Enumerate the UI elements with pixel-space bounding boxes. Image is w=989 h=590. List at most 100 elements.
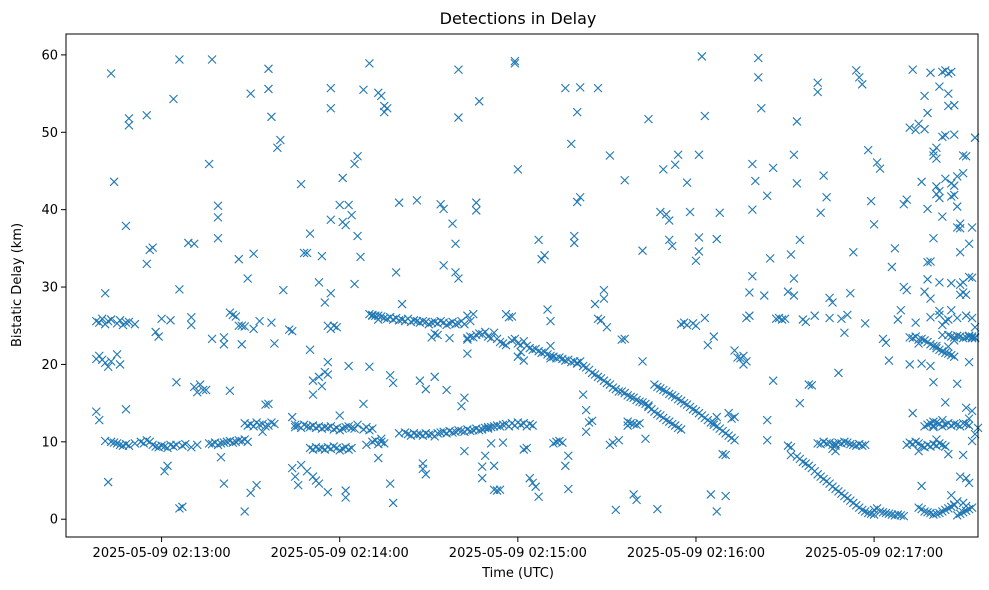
data-point <box>513 352 523 362</box>
data-point <box>860 440 870 450</box>
data-point <box>335 411 345 420</box>
data-point <box>388 498 398 508</box>
data-point <box>537 254 546 264</box>
data-point <box>454 113 463 122</box>
data-point <box>264 84 273 94</box>
data-point <box>350 159 359 169</box>
data-point <box>893 510 903 519</box>
data-point <box>890 243 900 253</box>
data-point <box>121 439 131 449</box>
data-point <box>192 440 202 450</box>
data-point <box>234 254 244 264</box>
data-point <box>177 441 187 451</box>
data-point <box>638 397 647 407</box>
data-point <box>323 357 333 367</box>
data-point <box>519 356 529 365</box>
data-point <box>676 425 686 434</box>
data-point <box>626 392 636 402</box>
data-point <box>937 132 947 142</box>
data-point <box>341 486 351 495</box>
data-point <box>163 461 172 471</box>
data-point <box>424 430 434 440</box>
data-point <box>397 299 407 309</box>
data-point <box>952 510 962 520</box>
data-point <box>783 287 793 297</box>
data-point <box>952 331 962 341</box>
data-point <box>946 192 956 201</box>
data-point <box>237 339 247 349</box>
data-point <box>275 135 285 145</box>
data-point <box>819 171 829 181</box>
data-point <box>917 334 926 344</box>
data-point <box>961 473 971 483</box>
data-point <box>599 285 609 295</box>
data-point <box>510 59 520 68</box>
data-point <box>860 319 870 328</box>
data-point <box>614 387 624 396</box>
data-point <box>373 311 383 321</box>
data-point <box>409 315 419 325</box>
data-point <box>641 434 650 444</box>
data-point <box>213 213 223 222</box>
data-point <box>157 441 166 451</box>
data-point <box>516 420 526 430</box>
data-point <box>430 372 440 382</box>
data-point <box>495 485 505 495</box>
data-point <box>284 325 294 334</box>
data-point <box>290 420 300 430</box>
data-point <box>457 401 466 411</box>
data-point <box>937 507 947 516</box>
data-point <box>816 208 826 218</box>
data-point <box>130 438 140 448</box>
data-point <box>884 356 894 365</box>
data-point <box>335 200 345 210</box>
data-point <box>943 101 953 111</box>
data-point <box>543 349 552 359</box>
data-point <box>730 435 739 445</box>
data-point <box>563 451 573 461</box>
data-point <box>920 507 929 516</box>
data-point <box>789 274 799 283</box>
data-point <box>911 437 921 447</box>
data-point <box>474 96 484 106</box>
data-point <box>712 507 722 516</box>
data-point <box>412 195 422 205</box>
data-point <box>857 79 867 89</box>
data-point <box>905 360 915 369</box>
data-point <box>768 376 778 386</box>
data-point <box>359 85 368 95</box>
data-point <box>385 479 395 488</box>
data-point <box>486 422 496 432</box>
data-point <box>160 466 169 476</box>
data-point <box>549 438 558 448</box>
data-point <box>967 503 977 512</box>
data-point <box>795 235 805 245</box>
data-point <box>932 143 941 153</box>
data-point <box>314 278 324 287</box>
data-point <box>555 353 564 362</box>
data-point <box>940 442 950 451</box>
data-point <box>528 345 538 355</box>
data-point <box>344 200 354 210</box>
data-point <box>100 358 110 368</box>
data-point <box>566 139 576 149</box>
data-point <box>923 257 932 267</box>
data-point <box>926 361 935 371</box>
data-point <box>267 318 276 328</box>
data-point <box>504 312 514 322</box>
data-point <box>124 441 134 451</box>
data-point <box>884 509 894 519</box>
data-point <box>842 438 852 447</box>
data-point <box>842 310 852 320</box>
data-point <box>813 438 823 448</box>
data-point <box>599 294 609 304</box>
data-point <box>115 360 125 369</box>
data-point <box>94 318 104 328</box>
data-point <box>109 177 119 187</box>
data-point <box>451 239 460 249</box>
data-point <box>958 418 968 428</box>
data-point <box>528 478 538 488</box>
data-point <box>822 192 831 202</box>
data-point <box>703 340 713 350</box>
data-point <box>391 267 401 277</box>
